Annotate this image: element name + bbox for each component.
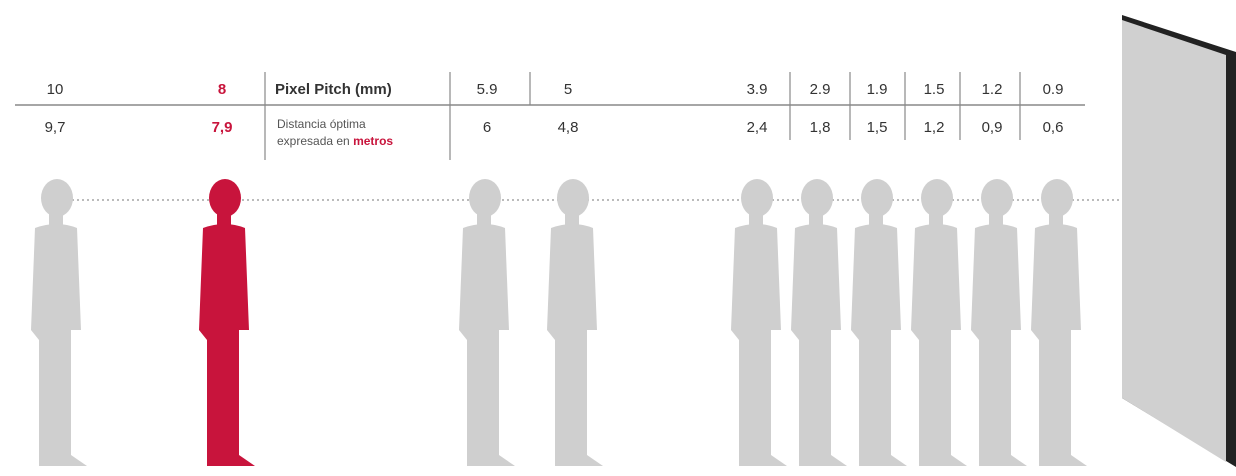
distance-value: 1,2 [924, 119, 945, 136]
distance-value: 9,7 [45, 119, 66, 136]
infographic: Pixel Pitch (mm) Distancia óptima expres… [0, 0, 1236, 471]
head [209, 179, 241, 217]
distance-label: expresada en metros [277, 134, 393, 148]
body [31, 224, 87, 466]
distance-value: 1,8 [810, 119, 831, 136]
distance-value: 4,8 [558, 119, 579, 136]
distance-value: 7,9 [212, 119, 233, 136]
neck [929, 212, 943, 226]
neck [1049, 212, 1063, 226]
pitch-value: 10 [47, 81, 64, 98]
neck [809, 212, 823, 226]
head [861, 179, 893, 217]
body [851, 224, 907, 466]
pitch-value: 1.2 [982, 81, 1003, 98]
head [41, 179, 73, 217]
head [557, 179, 589, 217]
neck [565, 212, 579, 226]
neck [869, 212, 883, 226]
distance-value: 1,5 [867, 119, 888, 136]
person [1031, 179, 1087, 466]
pitch-value: 1.9 [867, 81, 888, 98]
person [971, 179, 1027, 466]
pitch-value: 3.9 [747, 81, 768, 98]
body [459, 224, 515, 466]
pitch-value: 5 [564, 81, 572, 98]
person [911, 179, 967, 466]
person [791, 179, 847, 466]
distance-label: Distancia óptima [277, 117, 366, 131]
pitch-value: 0.9 [1043, 81, 1064, 98]
distance-value: 6 [483, 119, 491, 136]
person [731, 179, 787, 466]
person [199, 179, 255, 466]
distance-value: 0,6 [1043, 119, 1064, 136]
neck [749, 212, 763, 226]
body [971, 224, 1027, 466]
distance-value: 2,4 [747, 119, 768, 136]
head [981, 179, 1013, 217]
neck [989, 212, 1003, 226]
pitch-value: 2.9 [810, 81, 831, 98]
pitch-label: Pixel Pitch (mm) [275, 81, 392, 98]
neck [49, 212, 63, 226]
head [1041, 179, 1073, 217]
person [547, 179, 603, 466]
person [31, 179, 87, 466]
pitch-value: 1.5 [924, 81, 945, 98]
body [547, 224, 603, 466]
body [911, 224, 967, 466]
head [469, 179, 501, 217]
body [199, 224, 255, 466]
distance-value: 0,9 [982, 119, 1003, 136]
body [731, 224, 787, 466]
head [921, 179, 953, 217]
neck [477, 212, 491, 226]
head [741, 179, 773, 217]
neck [217, 212, 231, 226]
person [459, 179, 515, 466]
pitch-value: 8 [218, 81, 226, 98]
body [791, 224, 847, 466]
pitch-value: 5.9 [477, 81, 498, 98]
head [801, 179, 833, 217]
person [851, 179, 907, 466]
body [1031, 224, 1087, 466]
wall [1122, 20, 1226, 462]
